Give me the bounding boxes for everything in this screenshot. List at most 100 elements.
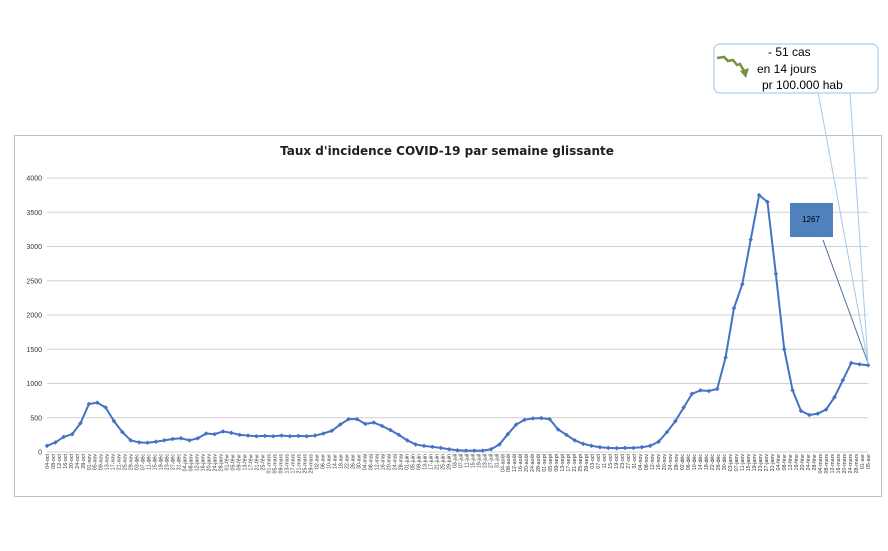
x-tick-label: 07-janv xyxy=(734,454,740,472)
x-tick-label: 11-janv xyxy=(740,454,746,471)
data-point xyxy=(689,391,695,397)
data-point xyxy=(446,446,452,452)
x-tick-label: 27-janv xyxy=(764,454,770,472)
data-point xyxy=(664,429,670,435)
data-point xyxy=(505,431,511,437)
data-point xyxy=(513,422,519,427)
x-tick-label: 01-avr xyxy=(860,454,866,469)
data-point xyxy=(94,400,100,405)
data-point xyxy=(815,411,821,416)
data-point xyxy=(706,388,712,394)
data-point xyxy=(262,433,268,439)
data-point xyxy=(312,433,318,438)
x-tick-label: 17-mars xyxy=(291,454,297,474)
x-tick-label: 05-sept xyxy=(548,453,554,471)
data-point xyxy=(455,447,460,453)
data-point xyxy=(203,431,209,436)
x-tick-label: 23-janv xyxy=(758,454,764,472)
x-tick-label: 03-oct xyxy=(590,453,596,468)
data-point xyxy=(120,429,125,435)
data-point xyxy=(605,445,611,451)
y-tick-label: 1000 xyxy=(26,381,42,388)
x-tick-label: 22-déc xyxy=(710,454,716,471)
x-tick-label: 18-déc xyxy=(704,454,710,471)
data-point xyxy=(195,436,201,441)
x-tick-label: 21-févr xyxy=(255,454,261,471)
x-tick-label: 05-nov xyxy=(93,454,99,471)
x-tick-label: 19-déc xyxy=(159,454,165,471)
data-point xyxy=(430,444,435,450)
data-point xyxy=(421,443,427,449)
x-tick-label: 03-janv xyxy=(728,454,734,472)
data-point xyxy=(413,442,418,447)
x-tick-label: 28-août xyxy=(536,453,542,471)
x-tick-label: 16-août xyxy=(518,453,524,471)
x-tick-label: 31-juil xyxy=(494,454,500,468)
x-tick-label: 04-oct xyxy=(45,453,51,468)
x-tick-label: 16-nov xyxy=(656,454,662,471)
data-point xyxy=(639,444,645,450)
x-tick-label: 08-oct xyxy=(51,453,57,468)
data-point xyxy=(438,445,444,451)
x-tick-label: 20-mai xyxy=(386,454,392,470)
x-tick-label: 24-mars xyxy=(848,454,854,474)
x-tick-label: 30-avr xyxy=(356,454,362,469)
x-tick-label: 20-nov xyxy=(662,454,668,471)
data-point xyxy=(187,438,192,443)
x-tick-label: 19-juil xyxy=(476,454,482,468)
x-tick-label: 08-mars xyxy=(824,454,830,474)
data-point xyxy=(731,305,737,311)
data-point xyxy=(279,433,284,438)
x-tick-label: 12-oct xyxy=(57,453,63,468)
data-point xyxy=(304,433,310,439)
data-point xyxy=(790,388,795,393)
data-point xyxy=(128,438,134,443)
x-tick-label: 28-oct xyxy=(81,453,87,468)
x-tick-label: 16-févr xyxy=(794,454,800,471)
x-tick-label: 01-juin xyxy=(404,454,410,470)
x-tick-label: 04-nov xyxy=(638,454,644,471)
trend-down-arrow-icon xyxy=(716,55,749,78)
data-point xyxy=(714,386,720,392)
data-point xyxy=(178,436,184,441)
data-point xyxy=(371,420,377,425)
data-point xyxy=(78,420,83,426)
x-tick-label: 04-août xyxy=(500,453,506,471)
data-point xyxy=(572,438,578,443)
x-tick-label: 24-oct xyxy=(75,453,81,468)
x-tick-label: 12-mars xyxy=(830,454,836,474)
data-point xyxy=(614,445,619,451)
data-point xyxy=(656,439,661,445)
data-point xyxy=(647,443,653,449)
data-point xyxy=(798,408,804,414)
chart-title: Taux d'incidence COVID-19 par semaine gl… xyxy=(280,144,614,158)
data-point xyxy=(765,199,770,205)
x-tick-label: 20-août xyxy=(524,453,530,471)
x-tick-label: 02-déc xyxy=(680,454,686,471)
x-tick-label: 02-avr xyxy=(314,454,320,469)
data-point xyxy=(329,428,335,434)
x-tick-label: 05-avr xyxy=(866,454,872,469)
x-tick-label: 04-févr xyxy=(776,454,782,471)
x-tick-label: 08-nov xyxy=(644,454,650,471)
x-tick-label: 07-juil xyxy=(458,454,464,468)
data-point xyxy=(388,427,393,433)
data-point xyxy=(136,440,142,445)
x-tick-label: 28-janv xyxy=(219,454,225,472)
data-point xyxy=(631,445,636,451)
x-tick-label: 28-mars xyxy=(854,454,860,474)
x-tick-label: 06-déc xyxy=(686,454,692,471)
x-tick-label: 16-mars xyxy=(836,454,842,474)
x-tick-label: 09-mars xyxy=(279,454,285,474)
x-tick-label: 31-janv xyxy=(770,454,776,472)
data-point xyxy=(337,422,343,427)
x-tick-label: 17-févr xyxy=(249,454,255,471)
data-point xyxy=(622,445,628,451)
x-tick-label: 24-août xyxy=(530,453,536,471)
x-tick-label: 14-avr xyxy=(332,454,338,469)
x-tick-label: 16-oct xyxy=(63,453,69,468)
data-point xyxy=(354,416,360,422)
data-point xyxy=(111,418,117,424)
x-tick-label: 12-janv xyxy=(195,454,201,472)
